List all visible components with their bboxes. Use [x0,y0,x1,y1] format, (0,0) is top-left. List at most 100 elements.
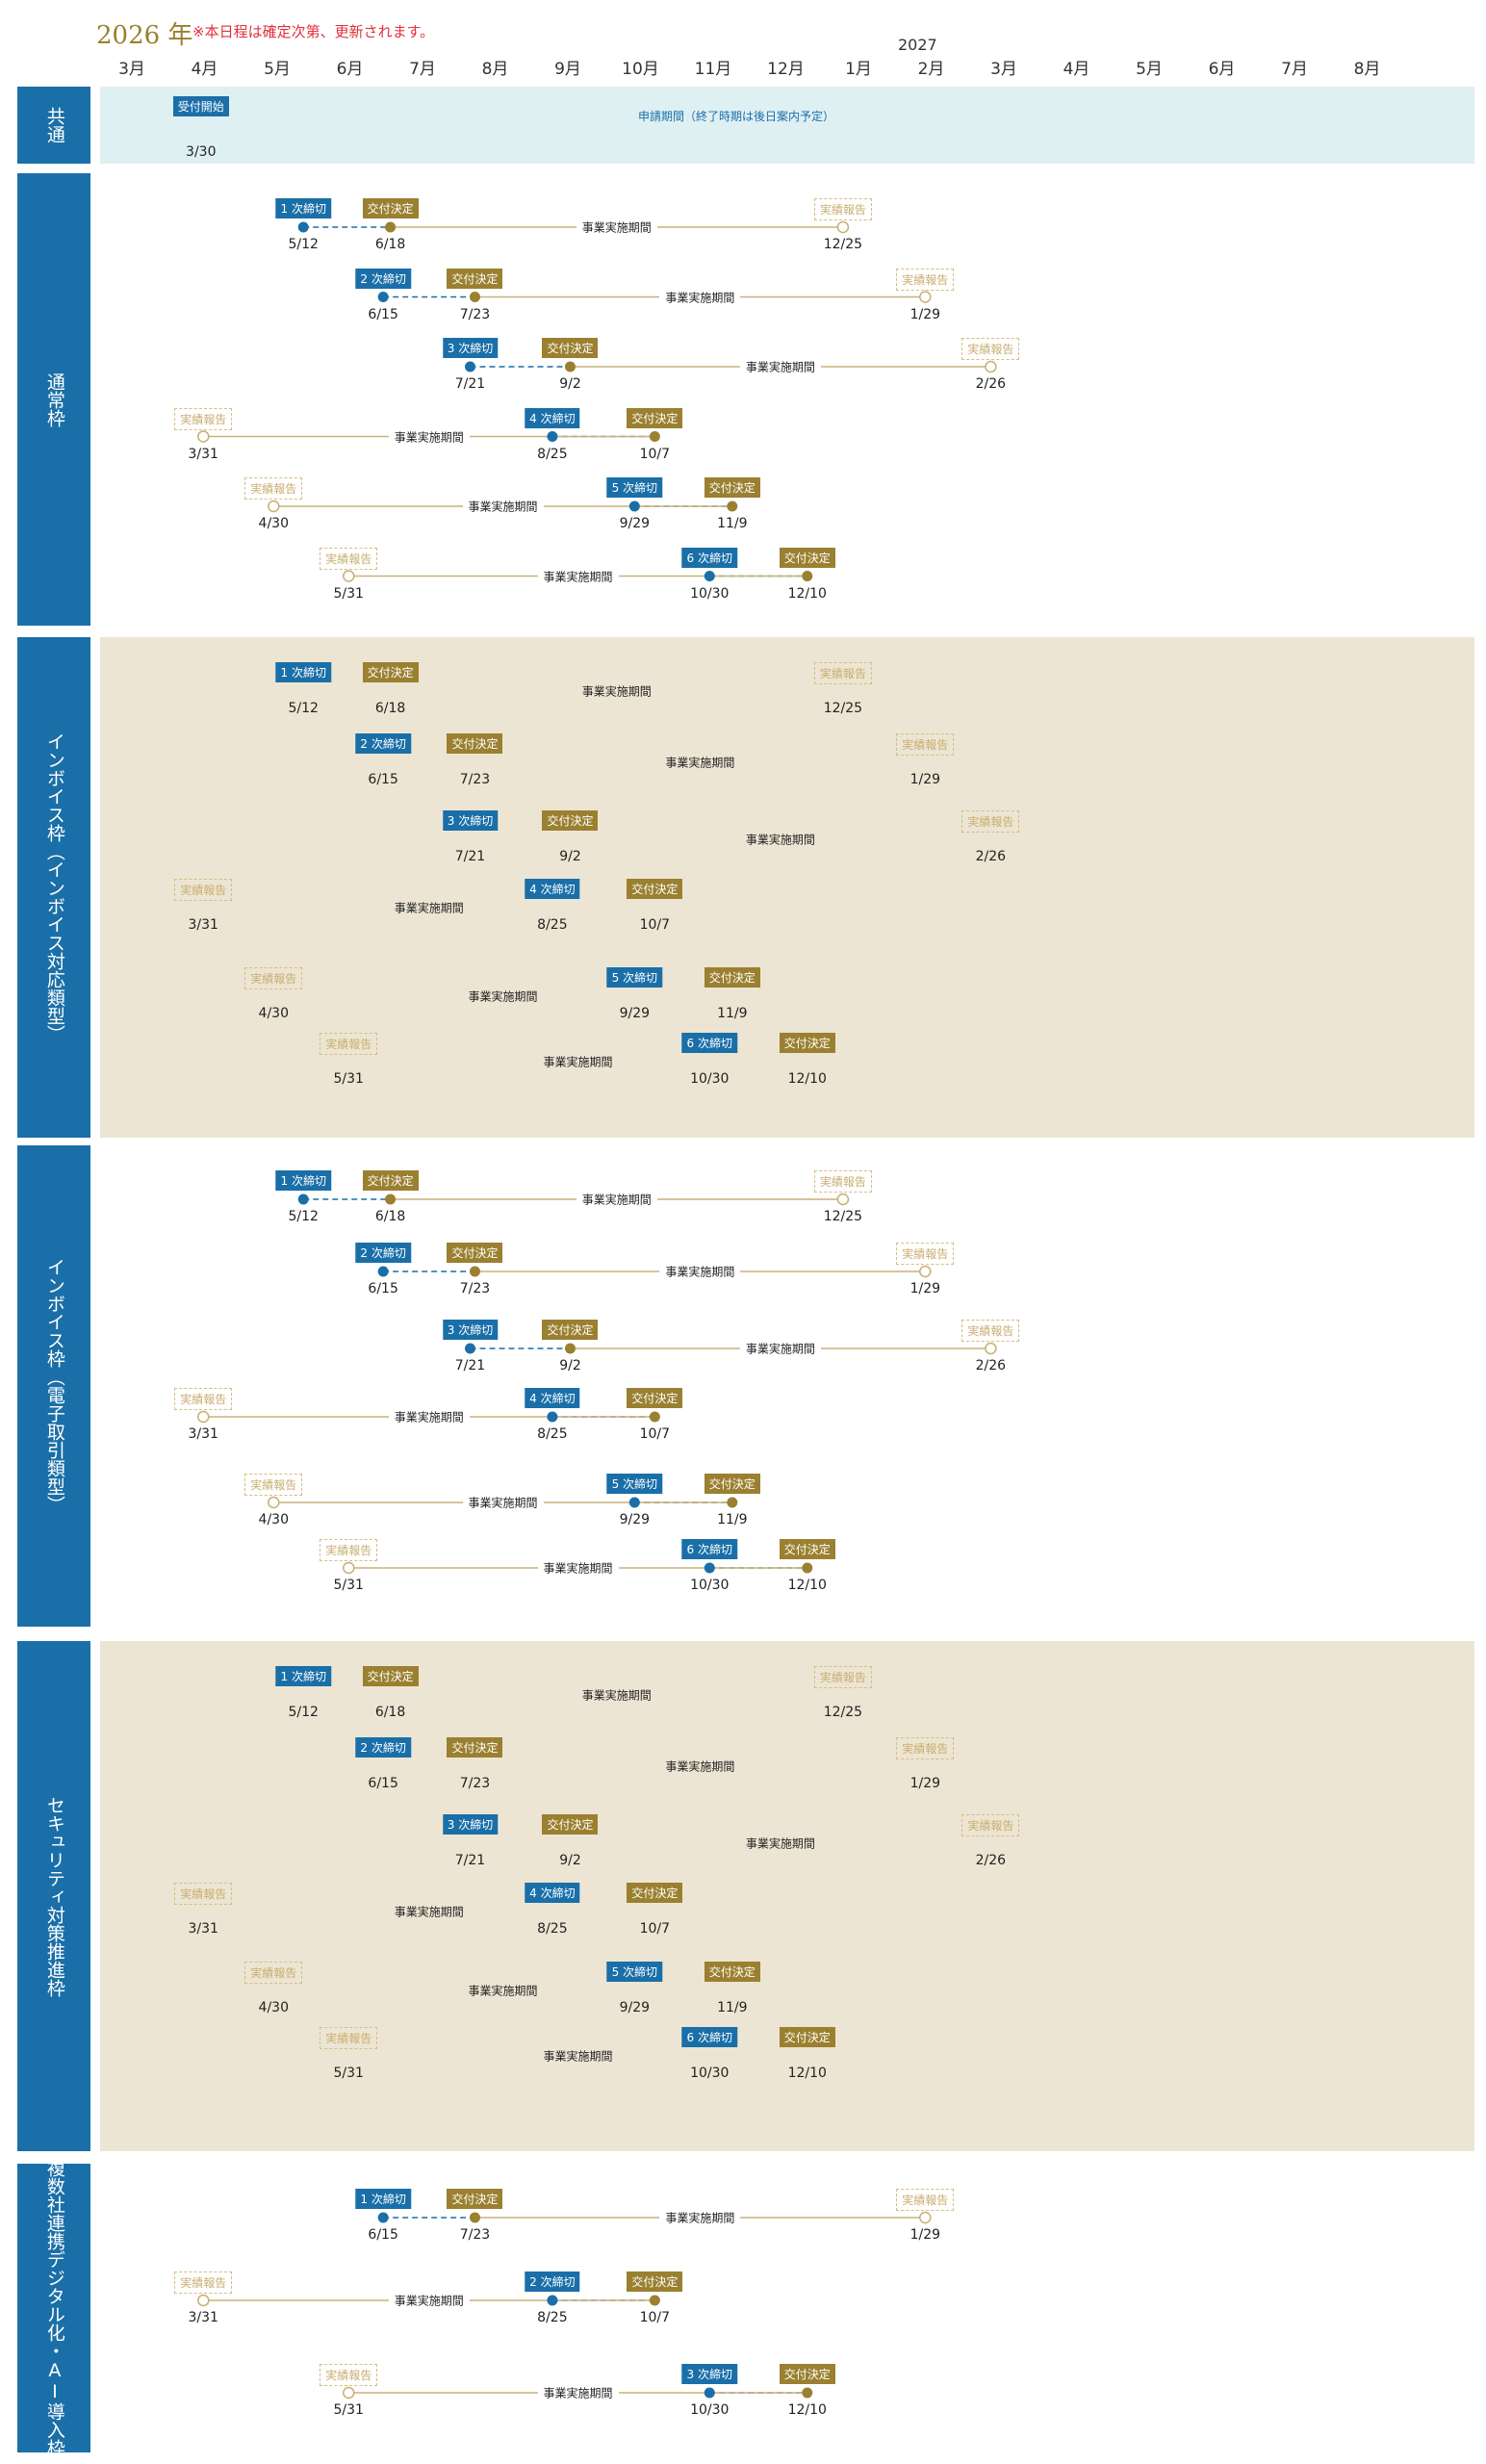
project-period-label: 事業実施期間 [537,1053,619,1070]
report-date: 3/31 [188,1426,218,1442]
common-label-text: 共通 [43,107,65,143]
report-tag: 実績報告 [244,1962,303,1984]
decision-dot [385,221,397,233]
project-period-label: 事業実施期間 [659,1758,741,1775]
report-date: 12/25 [823,237,863,252]
project-period-label: 事業実施期間 [739,1340,821,1357]
report-tag: 実績報告 [320,547,378,570]
report-date: 1/29 [910,2227,941,2243]
deadline-tag: 5 次締切 [606,477,663,498]
month-label: 4月 [1063,60,1090,79]
report-dot [836,220,850,234]
deadline-date: 9/29 [619,1512,651,1527]
deadline-dot [628,500,640,512]
deadline-dot [704,571,715,581]
deadline-date: 6/15 [368,1281,398,1296]
decision-tag: 交付決定 [447,2189,503,2209]
deadline-tag: 4 次締切 [525,879,580,899]
decision-dot [649,431,660,442]
deadline-date: 10/30 [690,1071,730,1087]
deadline-date: 7/21 [454,376,486,392]
month-label: 3月 [990,60,1017,79]
month-label: 8月 [1353,60,1381,79]
deadline-dot [297,221,309,233]
deadline-date: 6/15 [368,772,398,787]
decision-tag: 交付決定 [627,1388,683,1408]
report-date: 2/26 [975,1358,1007,1373]
deadline-tag: 2 次締切 [525,2272,580,2292]
deadline-tag: 2 次締切 [355,1737,411,1758]
decision-tag: 交付決定 [704,967,760,988]
decision-tag: 交付決定 [627,879,683,899]
report-date: 1/29 [910,772,941,787]
report-tag: 実績報告 [320,2364,378,2386]
report-date: 2/26 [975,1853,1007,1868]
decision-date: 12/10 [787,2066,827,2081]
month-label: 7月 [409,60,436,79]
report-tag: 実績報告 [244,967,303,989]
month-label: 6月 [336,60,364,79]
deadline-tag: 4 次締切 [525,1388,580,1408]
deadline-date: 10/30 [690,2402,730,2418]
decision-date: 6/18 [374,1209,406,1224]
deadline-date: 9/29 [619,516,651,531]
report-tag: 実績報告 [961,1814,1020,1836]
decision-date: 11/9 [717,1512,748,1527]
decision-dot [564,1343,576,1354]
report-tag: 実績報告 [813,1170,872,1193]
decision-date: 10/7 [639,1921,671,1937]
decision-dot [649,2295,660,2306]
decision-dot [649,1411,660,1423]
project-period-label: 事業実施期間 [576,1686,657,1704]
project-period-label: 事業実施期間 [739,831,821,848]
decision-dot [469,292,480,302]
deadline-dot [547,1411,558,1423]
deadline-tag: 1 次締切 [275,1170,331,1191]
month-label: 1月 [845,60,872,79]
decision-date: 10/7 [639,1426,671,1442]
deadline-dot [377,1266,389,1277]
report-date: 5/31 [333,1578,364,1593]
month-label: 3月 [118,60,145,79]
decision-dot [802,1562,813,1574]
application-period-label: 申請期間（終了時期は後日案内予定） [637,110,835,123]
section-label: インボイス枠（インボイス対応類型） [17,637,90,1138]
decision-date: 7/23 [459,772,491,787]
report-tag: 実績報告 [174,2272,233,2294]
deadline-dot [297,1194,309,1205]
decision-tag: 交付決定 [542,810,599,831]
report-dot [268,500,280,513]
month-label: 11月 [694,60,732,79]
month-label: 6月 [1208,60,1236,79]
report-tag: 実績報告 [320,2027,378,2049]
report-date: 2/26 [975,849,1007,864]
decision-dot [727,1497,738,1508]
section-label-text: 通常枠 [43,372,65,427]
decision-dot [469,1266,480,1277]
report-tag: 実績報告 [961,338,1020,360]
decision-tag: 交付決定 [362,198,419,218]
deadline-dot [628,1497,640,1508]
report-tag: 実績報告 [896,268,955,291]
deadline-dot [547,431,558,442]
section-label: 複数社連携デジタル化・AI導入枠 [17,2159,90,2457]
decision-date: 10/7 [639,446,671,462]
report-date: 5/31 [333,1071,364,1087]
decision-tag: 交付決定 [447,1737,503,1758]
section-label: インボイス枠（電子取引類型） [17,1145,90,1627]
deadline-dot [377,292,389,302]
decision-date: 9/2 [559,1853,581,1868]
deadline-date: 9/29 [619,2000,651,2015]
deadline-tag: 5 次締切 [606,967,663,988]
deadline-dot [377,2212,389,2223]
decision-dot [802,571,813,581]
deadline-date: 8/25 [537,1426,568,1442]
deadline-tag: 3 次締切 [442,1320,499,1340]
deadline-tag: 4 次締切 [525,407,580,428]
report-tag: 実績報告 [896,1737,955,1759]
decision-date: 9/2 [559,849,581,864]
report-tag: 実績報告 [813,662,872,684]
report-tag: 実績報告 [320,1539,378,1561]
project-period-label: 事業実施期間 [739,358,821,375]
decision-tag: 交付決定 [779,1033,835,1053]
